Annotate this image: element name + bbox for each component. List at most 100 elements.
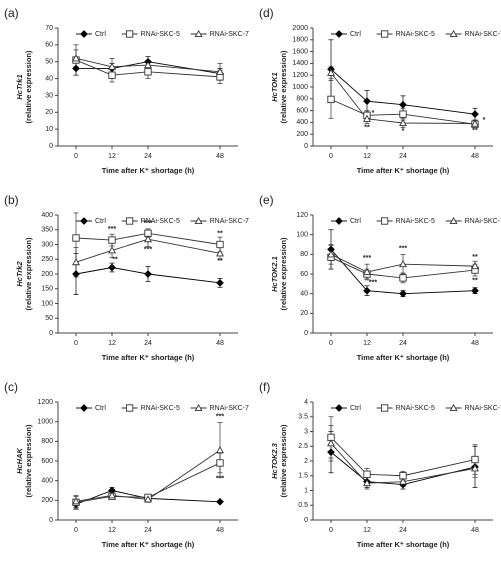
x-axis-title: Time after K⁺ shortage (h) <box>102 166 195 175</box>
x-tick-label: 12 <box>108 527 116 534</box>
marker-square <box>144 68 152 76</box>
y-axis-title: (relative expression) <box>24 424 33 497</box>
x-tick-label: 48 <box>471 340 479 347</box>
series-line <box>75 232 221 245</box>
annotation: *** <box>108 226 116 233</box>
x-tick-label: 0 <box>329 153 333 160</box>
y-tick-label: 250 <box>41 256 53 263</box>
panel-label: (a) <box>4 6 19 20</box>
legend-label: RNAi-SKC-5 <box>396 405 435 412</box>
x-tick-label: 0 <box>74 340 78 347</box>
y-tick-label: 1400 <box>292 60 308 67</box>
x-tick-label: 24 <box>144 153 152 160</box>
legend-label: RNAi-SKC-7 <box>210 218 249 225</box>
y-tick-label: 40 <box>300 291 308 298</box>
annotation: * <box>402 128 405 135</box>
annotation: *** <box>144 220 152 227</box>
x-tick-label: 24 <box>144 340 152 347</box>
y-tick-label: 200 <box>41 497 53 504</box>
annotation: * <box>483 117 486 124</box>
legend-marker <box>125 30 134 38</box>
marker-square <box>216 240 224 249</box>
legend-marker <box>380 404 389 412</box>
y-tick-label: 350 <box>41 227 53 234</box>
marker-square <box>108 71 116 79</box>
x-tick-label: 12 <box>108 153 116 160</box>
y-tick-label: 0 <box>49 330 53 337</box>
legend-marker <box>449 29 458 38</box>
x-tick-label: 12 <box>363 153 371 160</box>
y-tick-label: 800 <box>296 96 308 103</box>
legend-label: Ctrl <box>95 405 106 412</box>
marker-square <box>216 459 224 467</box>
marker-square <box>363 470 371 478</box>
marker-diamond <box>471 286 479 295</box>
marker-square <box>399 110 407 118</box>
y-axis-title: (relative expression) <box>24 50 33 123</box>
y-axis-title: HcTrk2 <box>15 261 24 287</box>
marker-diamond <box>399 289 407 298</box>
y-tick-label: 400 <box>41 212 53 219</box>
y-tick-label: 800 <box>41 438 53 445</box>
y-tick-label: 100 <box>296 232 308 239</box>
marker-triangle <box>72 497 80 505</box>
annotation: ** <box>472 128 478 135</box>
y-tick-label: 600 <box>41 458 53 465</box>
y-tick-label: 4 <box>304 399 308 406</box>
series-line <box>330 437 476 477</box>
panel-label: (f) <box>259 380 270 394</box>
legend-marker <box>335 404 343 412</box>
marker-square <box>108 236 116 244</box>
series-line <box>330 72 476 125</box>
legend-marker <box>335 30 343 38</box>
marker-triangle <box>216 67 224 75</box>
x-tick-label: 48 <box>471 153 479 160</box>
x-axis-title: Time after K⁺ shortage (h) <box>357 166 450 175</box>
marker-triangle <box>399 118 407 127</box>
annotation: *** <box>399 245 407 252</box>
panel-label: (e) <box>259 193 274 207</box>
y-tick-label: 1000 <box>292 84 308 91</box>
marker-triangle <box>327 439 335 447</box>
y-axis-title: (relative expression) <box>279 50 288 123</box>
marker-triangle <box>363 267 371 276</box>
y-tick-label: 300 <box>41 241 53 248</box>
x-tick-label: 48 <box>216 153 224 160</box>
series-line <box>75 238 221 263</box>
y-axis-title: HcTOK2.3 <box>270 442 279 479</box>
series-line <box>330 256 476 279</box>
legend-label: RNAi-SKC-7 <box>465 31 501 38</box>
y-tick-label: 1.5 <box>298 473 308 480</box>
marker-square <box>327 95 335 104</box>
legend-marker <box>125 217 134 225</box>
legend-label: RNAi-SKC-5 <box>141 31 180 38</box>
marker-triangle <box>108 246 116 254</box>
x-tick-label: 0 <box>329 527 333 534</box>
series-line <box>330 68 476 115</box>
y-tick-label: 10 <box>45 126 53 133</box>
marker-diamond <box>72 270 80 278</box>
legend-marker <box>80 217 88 225</box>
x-tick-label: 24 <box>399 527 407 534</box>
annotation: *** <box>216 476 224 483</box>
y-tick-label: 0 <box>304 330 308 337</box>
series-line <box>75 462 221 503</box>
legend-label: RNAi-SKC-7 <box>210 31 249 38</box>
legend-marker <box>194 403 203 412</box>
marker-triangle <box>471 262 479 270</box>
x-tick-label: 24 <box>399 153 407 160</box>
y-tick-label: 200 <box>296 131 308 138</box>
x-tick-label: 0 <box>74 153 78 160</box>
series-line <box>75 449 221 502</box>
marker-triangle <box>144 235 152 243</box>
series-line <box>330 451 476 486</box>
marker-triangle <box>216 249 224 257</box>
marker-triangle <box>108 62 116 70</box>
y-tick-label: 50 <box>45 315 53 322</box>
y-tick-label: 1200 <box>292 72 308 79</box>
y-tick-label: 200 <box>41 271 53 278</box>
x-tick-label: 12 <box>363 340 371 347</box>
legend-marker <box>125 404 134 412</box>
marker-triangle <box>144 495 152 503</box>
